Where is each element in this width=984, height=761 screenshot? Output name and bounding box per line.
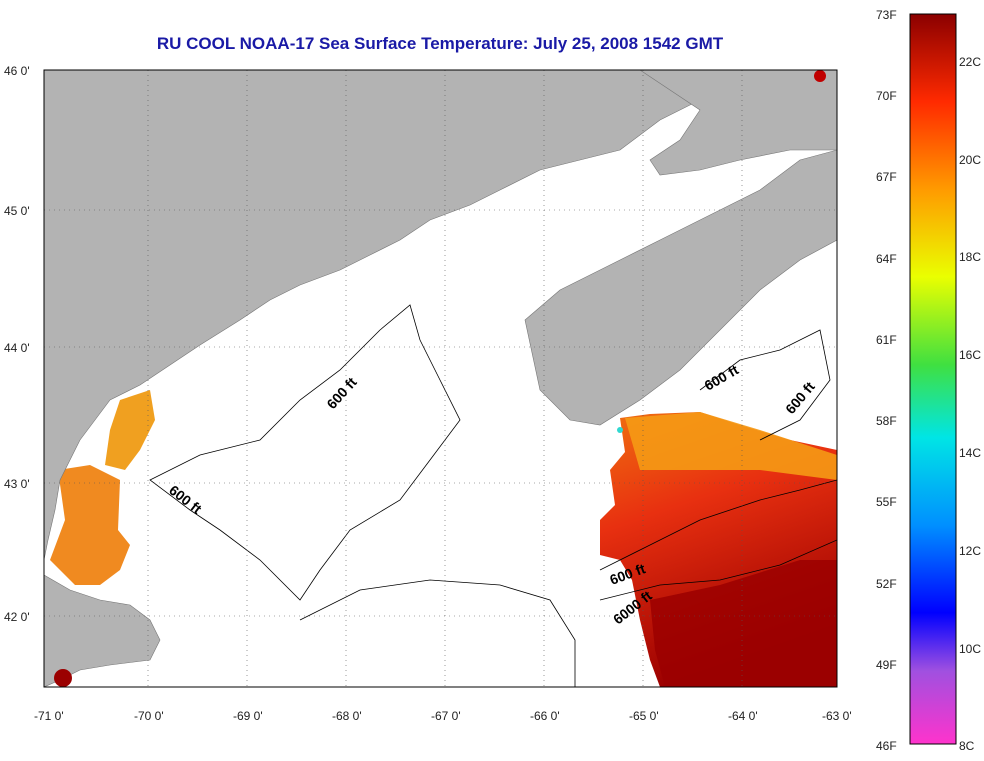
sst-coastal-warm: [50, 465, 130, 585]
colorbar-f-label: 52F: [876, 577, 897, 591]
colorbar-f-label: 64F: [876, 252, 897, 266]
colorbar-c-label: 12C: [959, 544, 981, 558]
colorbar: [909, 13, 957, 745]
graticule: [44, 70, 837, 687]
colorbar-f-label: 73F: [876, 8, 897, 22]
lat-label: 46 0': [4, 64, 30, 78]
colorbar-f-label: 49F: [876, 658, 897, 672]
lon-label: -68 0': [332, 709, 362, 723]
colorbar-f-label: 70F: [876, 89, 897, 103]
lon-label: -66 0': [530, 709, 560, 723]
lon-label: -64 0': [728, 709, 758, 723]
colorbar-c-label: 22C: [959, 55, 981, 69]
lon-label: -65 0': [629, 709, 659, 723]
lat-label: 42 0': [4, 610, 30, 624]
isobath-contours: [149, 304, 837, 687]
lon-label: -70 0': [134, 709, 164, 723]
lon-label: -63 0': [822, 709, 852, 723]
new-brunswick: [639, 70, 837, 176]
sst-warm-north: [625, 412, 837, 480]
colorbar-f-label: 61F: [876, 333, 897, 347]
colorbar-c-label: 8C: [959, 739, 975, 753]
lat-label: 43 0': [4, 477, 30, 491]
map-title: RU COOL NOAA-17 Sea Surface Temperature:…: [156, 34, 724, 53]
sst-coastal-north: [105, 390, 155, 470]
lat-label: 45 0': [4, 204, 30, 218]
sst-hot-core: [650, 560, 837, 687]
lon-label: -67 0': [431, 709, 461, 723]
colorbar-f-label: 58F: [876, 414, 897, 428]
mainland-new-england: [44, 70, 701, 561]
map-frame: [43, 69, 838, 688]
colorbar-c-label: 10C: [959, 642, 981, 656]
lon-label: -69 0': [233, 709, 263, 723]
lat-label: 44 0': [4, 341, 30, 355]
nova-scotia: [524, 149, 837, 426]
colorbar-c-label: 14C: [959, 446, 981, 460]
colorbar-f-label: 55F: [876, 495, 897, 509]
lon-label: -71 0': [34, 709, 64, 723]
colorbar-f-label: 46F: [876, 739, 897, 753]
colorbar-c-label: 20C: [959, 153, 981, 167]
colorbar-c-label: 16C: [959, 348, 981, 362]
colorbar-c-label: 18C: [959, 250, 981, 264]
colorbar-f-label: 67F: [876, 170, 897, 184]
